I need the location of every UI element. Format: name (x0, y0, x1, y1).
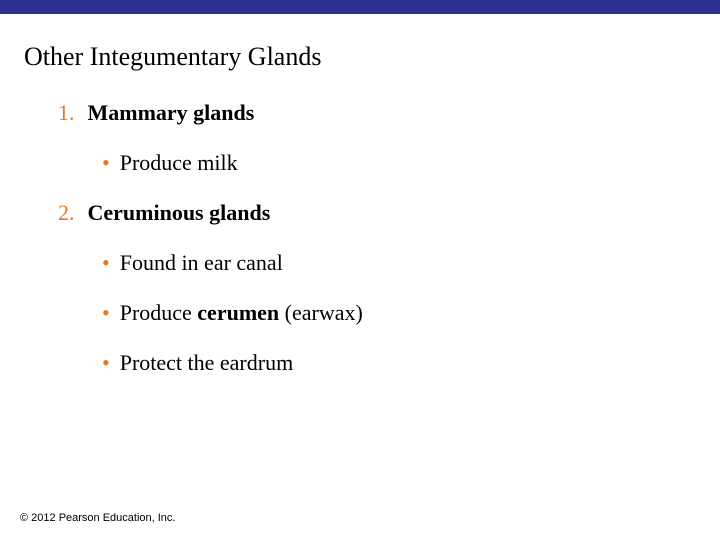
bullet-icon: • (102, 352, 110, 374)
slide-content: Other Integumentary Glands 1. Mammary gl… (0, 14, 720, 376)
slide-title: Other Integumentary Glands (24, 42, 696, 72)
bullet-item: • Found in ear canal (102, 250, 696, 276)
list-item-2: 2. Ceruminous glands (58, 200, 696, 226)
bullet-text-post: (earwax) (279, 300, 363, 325)
bullet-item: • Protect the eardrum (102, 350, 696, 376)
bullet-text-pre: Produce (120, 300, 198, 325)
list-label: Ceruminous glands (88, 200, 271, 225)
list-item-1: 1. Mammary glands (58, 100, 696, 126)
list-number: 2. (58, 200, 82, 226)
bullet-icon: • (102, 302, 110, 324)
bullet-text: Produce milk (120, 150, 238, 176)
bullet-icon: • (102, 252, 110, 274)
bullet-text: Produce cerumen (earwax) (120, 300, 363, 326)
bullet-item: • Produce milk (102, 150, 696, 176)
copyright-text: © 2012 Pearson Education, Inc. (20, 512, 175, 524)
bullet-text-bold: cerumen (197, 300, 279, 325)
bullet-item: • Produce cerumen (earwax) (102, 300, 696, 326)
list-label: Mammary glands (88, 100, 255, 125)
top-bar (0, 0, 720, 14)
bullet-text: Protect the eardrum (120, 350, 294, 376)
list-number: 1. (58, 100, 82, 126)
bullet-icon: • (102, 152, 110, 174)
bullet-text: Found in ear canal (120, 250, 283, 276)
